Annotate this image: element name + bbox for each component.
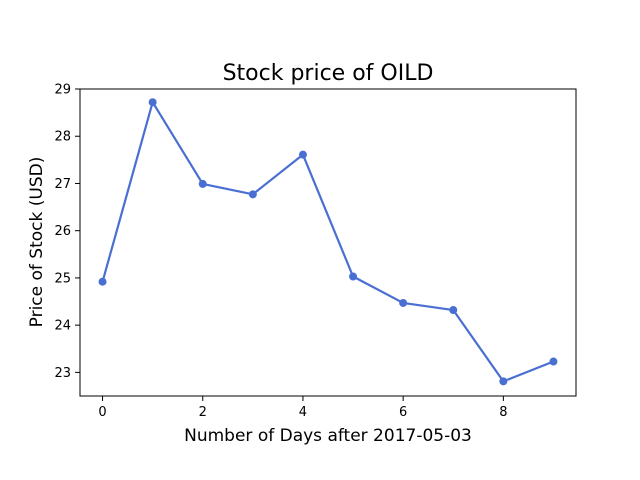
y-axis-label: Price of Stock (USD) <box>27 157 47 328</box>
data-point <box>298 150 307 159</box>
x-axis: 0 2 4 6 8 <box>98 396 507 420</box>
data-point <box>449 306 458 315</box>
y-tick-label: 27 <box>54 177 71 192</box>
data-point <box>549 357 558 366</box>
series-group <box>98 98 558 386</box>
y-tick-label: 23 <box>54 366 71 381</box>
data-point <box>349 272 358 281</box>
y-axis: 23 24 25 26 27 28 29 <box>54 83 80 381</box>
series-line <box>101 101 554 383</box>
y-tick-label: 29 <box>54 83 71 98</box>
y-tick-label: 26 <box>54 224 71 239</box>
plot-frame <box>79 88 577 397</box>
chart-title: Stock price of OILD <box>223 61 434 86</box>
y-tick-label: 25 <box>54 271 71 286</box>
x-tick-label: 2 <box>199 405 207 420</box>
y-tick-label: 28 <box>54 130 71 145</box>
data-point <box>499 377 508 386</box>
x-axis-label: Number of Days after 2017-05-03 <box>184 426 472 446</box>
data-point <box>399 298 408 307</box>
x-tick-label: 6 <box>399 405 407 420</box>
data-point <box>248 190 257 199</box>
x-tick-label: 4 <box>299 405 307 420</box>
y-tick-label: 24 <box>54 319 71 334</box>
data-point <box>98 277 107 286</box>
data-point <box>198 179 207 188</box>
x-tick-label: 8 <box>499 405 507 420</box>
data-point <box>148 98 157 107</box>
x-tick-label: 0 <box>98 405 106 420</box>
